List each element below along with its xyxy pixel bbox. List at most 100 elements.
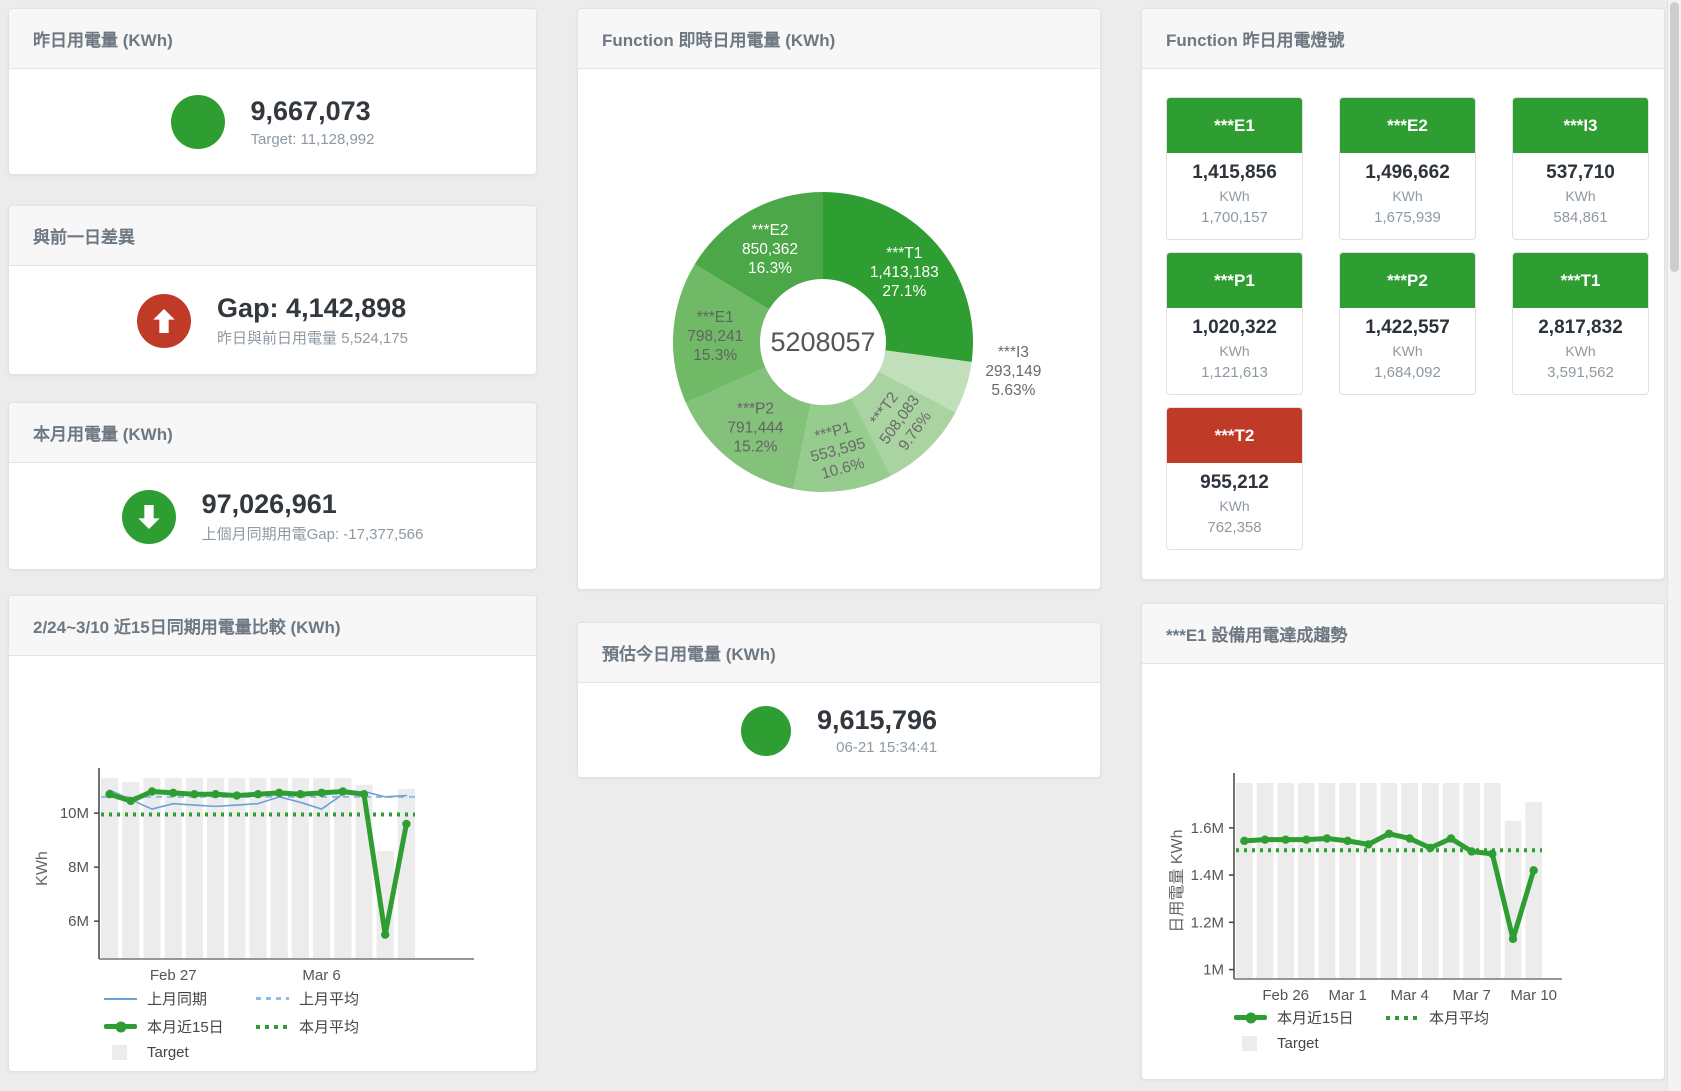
- card-month-usage-title: 本月用電量 (KWh): [33, 425, 173, 444]
- light-tile-t2-target: 762,358: [1207, 519, 1262, 536]
- card-gap-prev-day: 與前一日差異 Gap: 4,142,898 昨日與前日用電量 5,524,175: [8, 205, 537, 375]
- light-tile-e1-value: 1,415,856: [1192, 162, 1277, 183]
- light-tile-e1-header: ***E1: [1167, 98, 1302, 153]
- light-tile-i3: ***I3 537,710 KWh 584,861: [1512, 97, 1649, 240]
- status-circle-icon: [740, 705, 791, 756]
- card-estimate-today: 預估今日用電量 (KWh) 9,615,796 06-21 15:34:41: [577, 622, 1101, 778]
- card-yesterday-lights-header: Function 昨日用電燈號: [1142, 9, 1664, 69]
- light-tile-p1-unit: KWh: [1219, 343, 1250, 359]
- light-tile-t1-target: 3,591,562: [1547, 364, 1614, 381]
- legend-label-this-month-avg: 本月平均: [299, 1019, 360, 1036]
- light-tile-e2-unit: KWh: [1392, 188, 1423, 204]
- card-estimate-today-header: 預估今日用電量 (KWh): [578, 623, 1100, 683]
- svg-text:日用電量 KWh: 日用電量 KWh: [1169, 829, 1186, 932]
- light-tile-t1-value: 2,817,832: [1538, 317, 1623, 338]
- legend-green-line-swatch: [1234, 1015, 1267, 1020]
- light-tile-t1-unit: KWh: [1565, 343, 1596, 359]
- light-tile-p1-header: ***P1: [1167, 253, 1302, 308]
- estimate-today-timestamp: 06-21 15:34:41: [836, 739, 938, 757]
- legend-label-this-month: 本月近15日: [1277, 1010, 1354, 1027]
- arrow-up-circle-icon: [137, 293, 192, 348]
- legend-label-this-month-avg: 本月平均: [1429, 1010, 1490, 1027]
- scrollbar-thumb[interactable]: [1670, 2, 1679, 272]
- yesterday-usage-target: Target: 11,128,992: [250, 130, 375, 148]
- light-tile-e2-header: ***E2: [1340, 98, 1475, 153]
- comparison-chart-legend: 上月同期 上月平均 本月近15日 本月平均 Target: [104, 988, 408, 1068]
- light-tile-t2-unit: KWh: [1219, 498, 1250, 514]
- card-month-usage: 本月用電量 (KWh) 97,026,961 上個月同期用電Gap: -17,3…: [8, 402, 537, 570]
- month-usage-gap: 上個月同期用電Gap: -17,377,566: [201, 526, 424, 544]
- svg-text:Feb 26: Feb 26: [1262, 987, 1309, 1004]
- svg-text:***P1553,59510.6%: ***P1553,59510.6%: [804, 417, 872, 485]
- light-tile-e2-value: 1,496,662: [1365, 162, 1450, 183]
- legend-label-prev-month-avg: 上月平均: [299, 991, 360, 1008]
- card-e1-trend-chart: ***E1 設備用電達成趨勢 1M 1.2M 1.4M 1.6M Feb 26 Mar 1…: [1141, 603, 1665, 1080]
- card-15day-comparison-header: 2/24~3/10 近15日同期用電量比較 (KWh): [9, 596, 536, 656]
- legend-blue-dashed-swatch: [256, 997, 289, 1000]
- svg-text:1M: 1M: [1203, 962, 1224, 979]
- light-tile-e1-target: 1,700,157: [1201, 209, 1268, 226]
- lights-grid: ***E1 1,415,856 KWh 1,700,157 ***E2 1,496,…: [1142, 70, 1664, 577]
- month-usage-value: 97,026,961: [201, 488, 337, 519]
- card-month-usage-header: 本月用電量 (KWh): [9, 403, 536, 463]
- legend-label-prev-month: 上月同期: [147, 991, 208, 1008]
- light-tile-i3-target: 584,861: [1553, 209, 1608, 226]
- svg-text:8M: 8M: [68, 859, 89, 876]
- card-realtime-donut: Function 即時日用電量 (KWh) ***T1 1,413,183 27.1…: [577, 8, 1101, 590]
- light-tile-e1-unit: KWh: [1219, 188, 1250, 204]
- light-tile-p2-header: ***P2: [1340, 253, 1475, 308]
- light-tile-i3-unit: KWh: [1565, 188, 1596, 204]
- svg-text:6M: 6M: [68, 913, 89, 930]
- light-tile-p1: ***P1 1,020,322 KWh 1,121,613: [1166, 252, 1303, 395]
- card-yesterday-usage-header: 昨日用電量 (KWh): [9, 9, 536, 69]
- light-tile-p2-unit: KWh: [1392, 343, 1423, 359]
- gap-prev-day-subtext: 昨日與前日用電量 5,524,175: [217, 330, 408, 348]
- card-estimate-today-title: 預估今日用電量 (KWh): [602, 645, 776, 664]
- card-yesterday-lights: Function 昨日用電燈號 ***E1 1,415,856 KWh 1,700,…: [1141, 8, 1665, 580]
- svg-text:KWh: KWh: [34, 851, 51, 886]
- legend-blue-line-swatch: [104, 997, 137, 1000]
- estimate-today-value: 9,615,796: [816, 704, 938, 735]
- legend-label-target: Target: [147, 1044, 189, 1061]
- card-15day-comparison-chart: 2/24~3/10 近15日同期用電量比較 (KWh) 6M 8M 10M Feb 2…: [8, 595, 537, 1072]
- svg-text:Feb 27: Feb 27: [150, 967, 197, 984]
- light-tile-p1-value: 1,020,322: [1192, 317, 1277, 338]
- light-tile-p2-value: 1,422,557: [1365, 317, 1450, 338]
- status-circle-icon: [170, 95, 225, 149]
- legend-green-dotted-swatch: [1386, 1015, 1419, 1020]
- gap-prev-day-value: Gap: 4,142,898: [217, 292, 407, 323]
- light-tile-e1: ***E1 1,415,856 KWh 1,700,157: [1166, 97, 1303, 240]
- e1-trend-line-chart: 1M 1.2M 1.4M 1.6M Feb 26 Mar 1 Mar 4 Mar 7 Mar 1…: [1169, 773, 1562, 1004]
- card-15day-comparison-title: 2/24~3/10 近15日同期用電量比較 (KWh): [33, 618, 341, 637]
- legend-green-dotted-swatch: [256, 1024, 289, 1029]
- svg-text:10M: 10M: [60, 805, 89, 822]
- legend-target-swatch: [112, 1045, 127, 1060]
- realtime-usage-donut-chart: ***T1 1,413,183 27.1%***I3 293,149 5.63%***T…: [673, 192, 1041, 493]
- card-yesterday-lights-title: Function 昨日用電燈號: [1166, 31, 1345, 50]
- svg-text:Mar 10: Mar 10: [1510, 987, 1557, 1004]
- light-tile-p2-target: 1,684,092: [1374, 364, 1441, 381]
- card-realtime-donut-header: Function 即時日用電量 (KWh): [578, 9, 1100, 69]
- svg-text:Mar 1: Mar 1: [1328, 987, 1366, 1004]
- light-tile-i3-value: 537,710: [1546, 162, 1615, 183]
- light-tile-t1-header: ***T1: [1513, 253, 1648, 308]
- light-tile-t1: ***T1 2,817,832 KWh 3,591,562: [1512, 252, 1649, 395]
- e1-trend-legend: 本月近15日 本月平均 Target: [1234, 1007, 1538, 1059]
- card-gap-prev-day-title: 與前一日差異: [33, 228, 135, 247]
- legend-target-swatch: [1242, 1036, 1257, 1051]
- card-realtime-donut-title: Function 即時日用電量 (KWh): [602, 31, 836, 50]
- legend-green-line-swatch: [104, 1024, 137, 1029]
- light-tile-t2-value: 955,212: [1200, 472, 1269, 493]
- legend-label-this-month: 本月近15日: [147, 1019, 224, 1036]
- light-tile-e2-target: 1,675,939: [1374, 209, 1441, 226]
- scrollbar-track[interactable]: [1667, 0, 1681, 1091]
- svg-text:Mar 7: Mar 7: [1452, 987, 1490, 1004]
- card-e1-trend-header: ***E1 設備用電達成趨勢: [1142, 604, 1664, 664]
- svg-text:1.2M: 1.2M: [1191, 914, 1224, 931]
- light-tile-i3-header: ***I3: [1513, 98, 1648, 153]
